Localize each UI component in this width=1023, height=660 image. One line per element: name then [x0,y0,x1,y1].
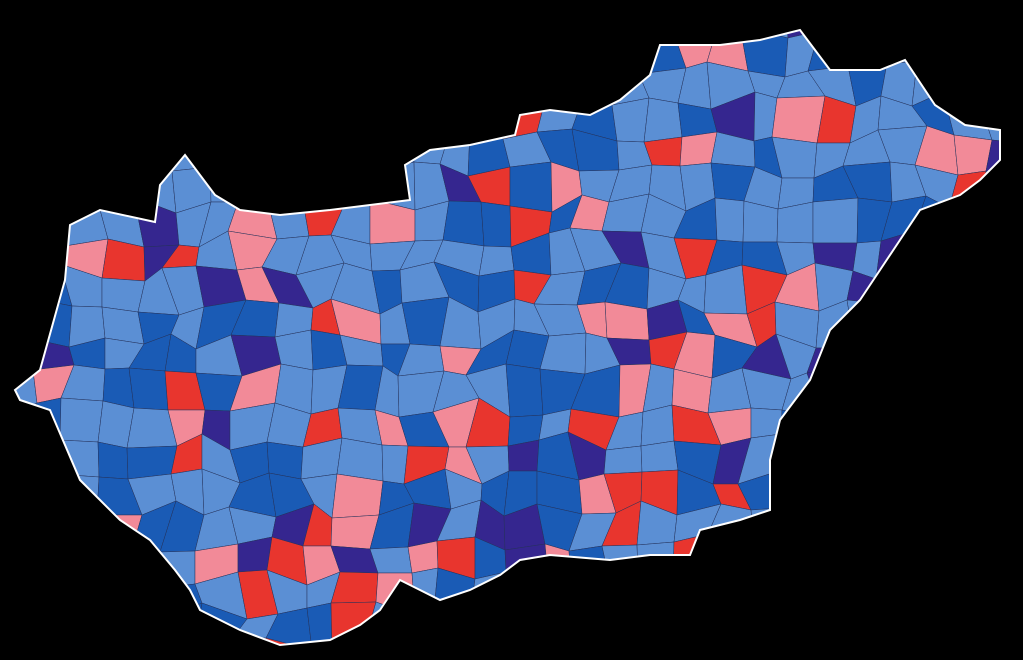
district [776,201,814,244]
district [59,397,104,443]
district [505,363,544,418]
district [611,97,650,143]
district [331,473,384,519]
district [336,437,384,482]
district [128,367,169,411]
district [714,197,745,243]
country-border [13,28,1001,647]
district [640,440,679,473]
district [97,441,129,480]
district [643,97,683,143]
district [640,404,675,447]
district [101,277,146,313]
district [381,444,409,485]
district [812,197,859,244]
district [480,201,512,248]
district [442,200,485,247]
district [771,95,826,144]
district [265,607,313,645]
district [509,161,553,213]
district [603,445,643,475]
